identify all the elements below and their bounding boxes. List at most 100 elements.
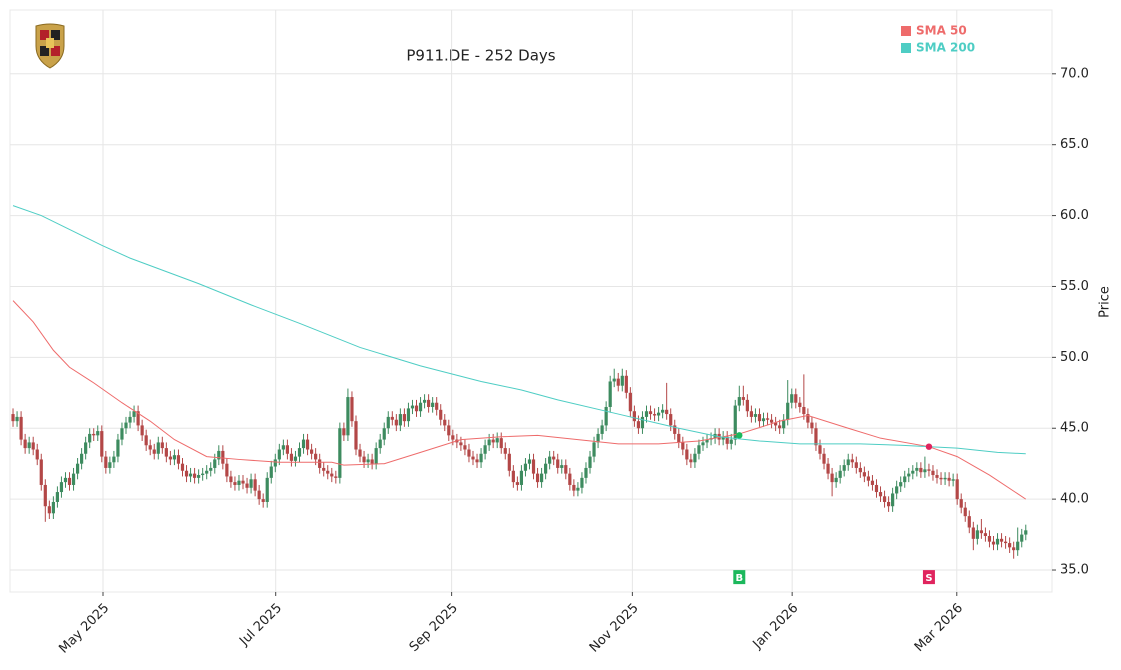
candle-body xyxy=(370,459,374,464)
candle-body xyxy=(241,480,245,484)
candle-body xyxy=(765,418,770,420)
candle-body xyxy=(963,507,967,517)
candle-body xyxy=(983,533,988,536)
candle-body xyxy=(870,480,875,485)
y-tick-label: 70.0 xyxy=(1060,66,1089,81)
candle-body xyxy=(753,414,758,417)
candle-body xyxy=(830,473,834,483)
chart-title: P911.DE - 252 Days xyxy=(406,47,555,65)
signal-point xyxy=(925,443,933,450)
candle-body xyxy=(15,416,19,422)
candle-body xyxy=(774,422,778,426)
candle-body xyxy=(915,467,919,471)
candle-body xyxy=(285,445,289,454)
candle-body xyxy=(451,435,455,440)
candle-body xyxy=(402,414,407,422)
candle-body xyxy=(947,477,951,481)
candle-body xyxy=(140,425,144,436)
candle-body xyxy=(197,475,201,478)
candle-body xyxy=(1012,547,1016,551)
candle-body xyxy=(144,435,148,446)
candle-body xyxy=(431,402,435,407)
candle-body xyxy=(923,469,927,473)
candle-body xyxy=(810,422,814,429)
y-axis-label: Price xyxy=(1098,286,1113,318)
candle-body xyxy=(604,406,608,426)
candle-body xyxy=(564,465,568,474)
candle-body xyxy=(354,421,358,450)
legend-swatch xyxy=(901,43,911,53)
candle-body xyxy=(67,477,72,485)
candle-body xyxy=(991,541,996,545)
candle-body xyxy=(23,439,27,449)
candle-body xyxy=(967,516,971,528)
candle-body xyxy=(971,527,975,539)
candle-body xyxy=(782,419,786,429)
candle-body xyxy=(531,459,536,474)
candle-body xyxy=(120,428,124,440)
candle-body xyxy=(84,442,88,454)
candle-body xyxy=(834,477,838,483)
candle-body xyxy=(882,496,887,502)
candle-body xyxy=(249,479,253,488)
candle-body xyxy=(410,405,415,409)
candle-body xyxy=(261,499,265,502)
candle-body xyxy=(939,477,943,480)
candle-body xyxy=(108,462,112,468)
candle-body xyxy=(1003,541,1008,544)
candle-body xyxy=(495,438,499,443)
candle-body xyxy=(539,473,544,483)
legend-swatch xyxy=(901,26,911,36)
candle-body xyxy=(297,448,302,457)
candle-body xyxy=(761,418,766,422)
candle-body xyxy=(168,456,172,460)
candle-body xyxy=(673,425,677,434)
candle-body xyxy=(588,456,592,468)
sma-line xyxy=(12,205,1026,455)
candle-body xyxy=(192,473,197,478)
signal-label: B xyxy=(735,573,743,584)
candle-body xyxy=(427,399,431,407)
candle-body xyxy=(1016,541,1020,551)
signal-label: S xyxy=(925,573,932,584)
candle-body xyxy=(362,456,366,463)
candle-body xyxy=(665,409,669,415)
candle-body xyxy=(987,535,992,542)
x-tick-label: Jul 2025 xyxy=(236,601,285,650)
candle-body xyxy=(701,442,705,446)
candle-body xyxy=(382,428,386,440)
candle-body xyxy=(63,477,68,483)
candle-body xyxy=(895,486,899,494)
candle-body xyxy=(632,411,636,422)
candle-body xyxy=(519,470,524,485)
candle-body xyxy=(209,467,213,471)
x-tick-label: Jan 2026 xyxy=(750,601,802,653)
candle-body xyxy=(59,482,64,493)
candle-body xyxy=(310,449,314,454)
candle-body xyxy=(92,433,96,436)
candle-body xyxy=(846,459,850,466)
candle-body xyxy=(657,412,661,416)
candle-body xyxy=(503,448,507,454)
x-tick-label: Sep 2025 xyxy=(407,601,461,655)
candle-body xyxy=(257,490,261,500)
candle-body xyxy=(681,442,685,450)
candle-body xyxy=(661,409,665,413)
candle-body xyxy=(180,463,185,471)
candle-body xyxy=(71,473,76,485)
candle-body xyxy=(225,463,229,477)
candle-body xyxy=(39,459,43,485)
y-tick-label: 60.0 xyxy=(1060,208,1089,223)
candle-body xyxy=(273,459,277,467)
candle-body xyxy=(418,402,423,412)
plot-area xyxy=(9,9,1053,593)
candle-body xyxy=(233,482,237,485)
candle-body xyxy=(463,445,467,450)
candle-body xyxy=(995,538,1000,545)
candle-body xyxy=(475,459,479,463)
candle-body xyxy=(435,402,439,410)
candle-body xyxy=(572,484,576,491)
candle-body xyxy=(112,456,116,463)
candle-body xyxy=(648,411,653,415)
candle-body xyxy=(281,445,285,450)
